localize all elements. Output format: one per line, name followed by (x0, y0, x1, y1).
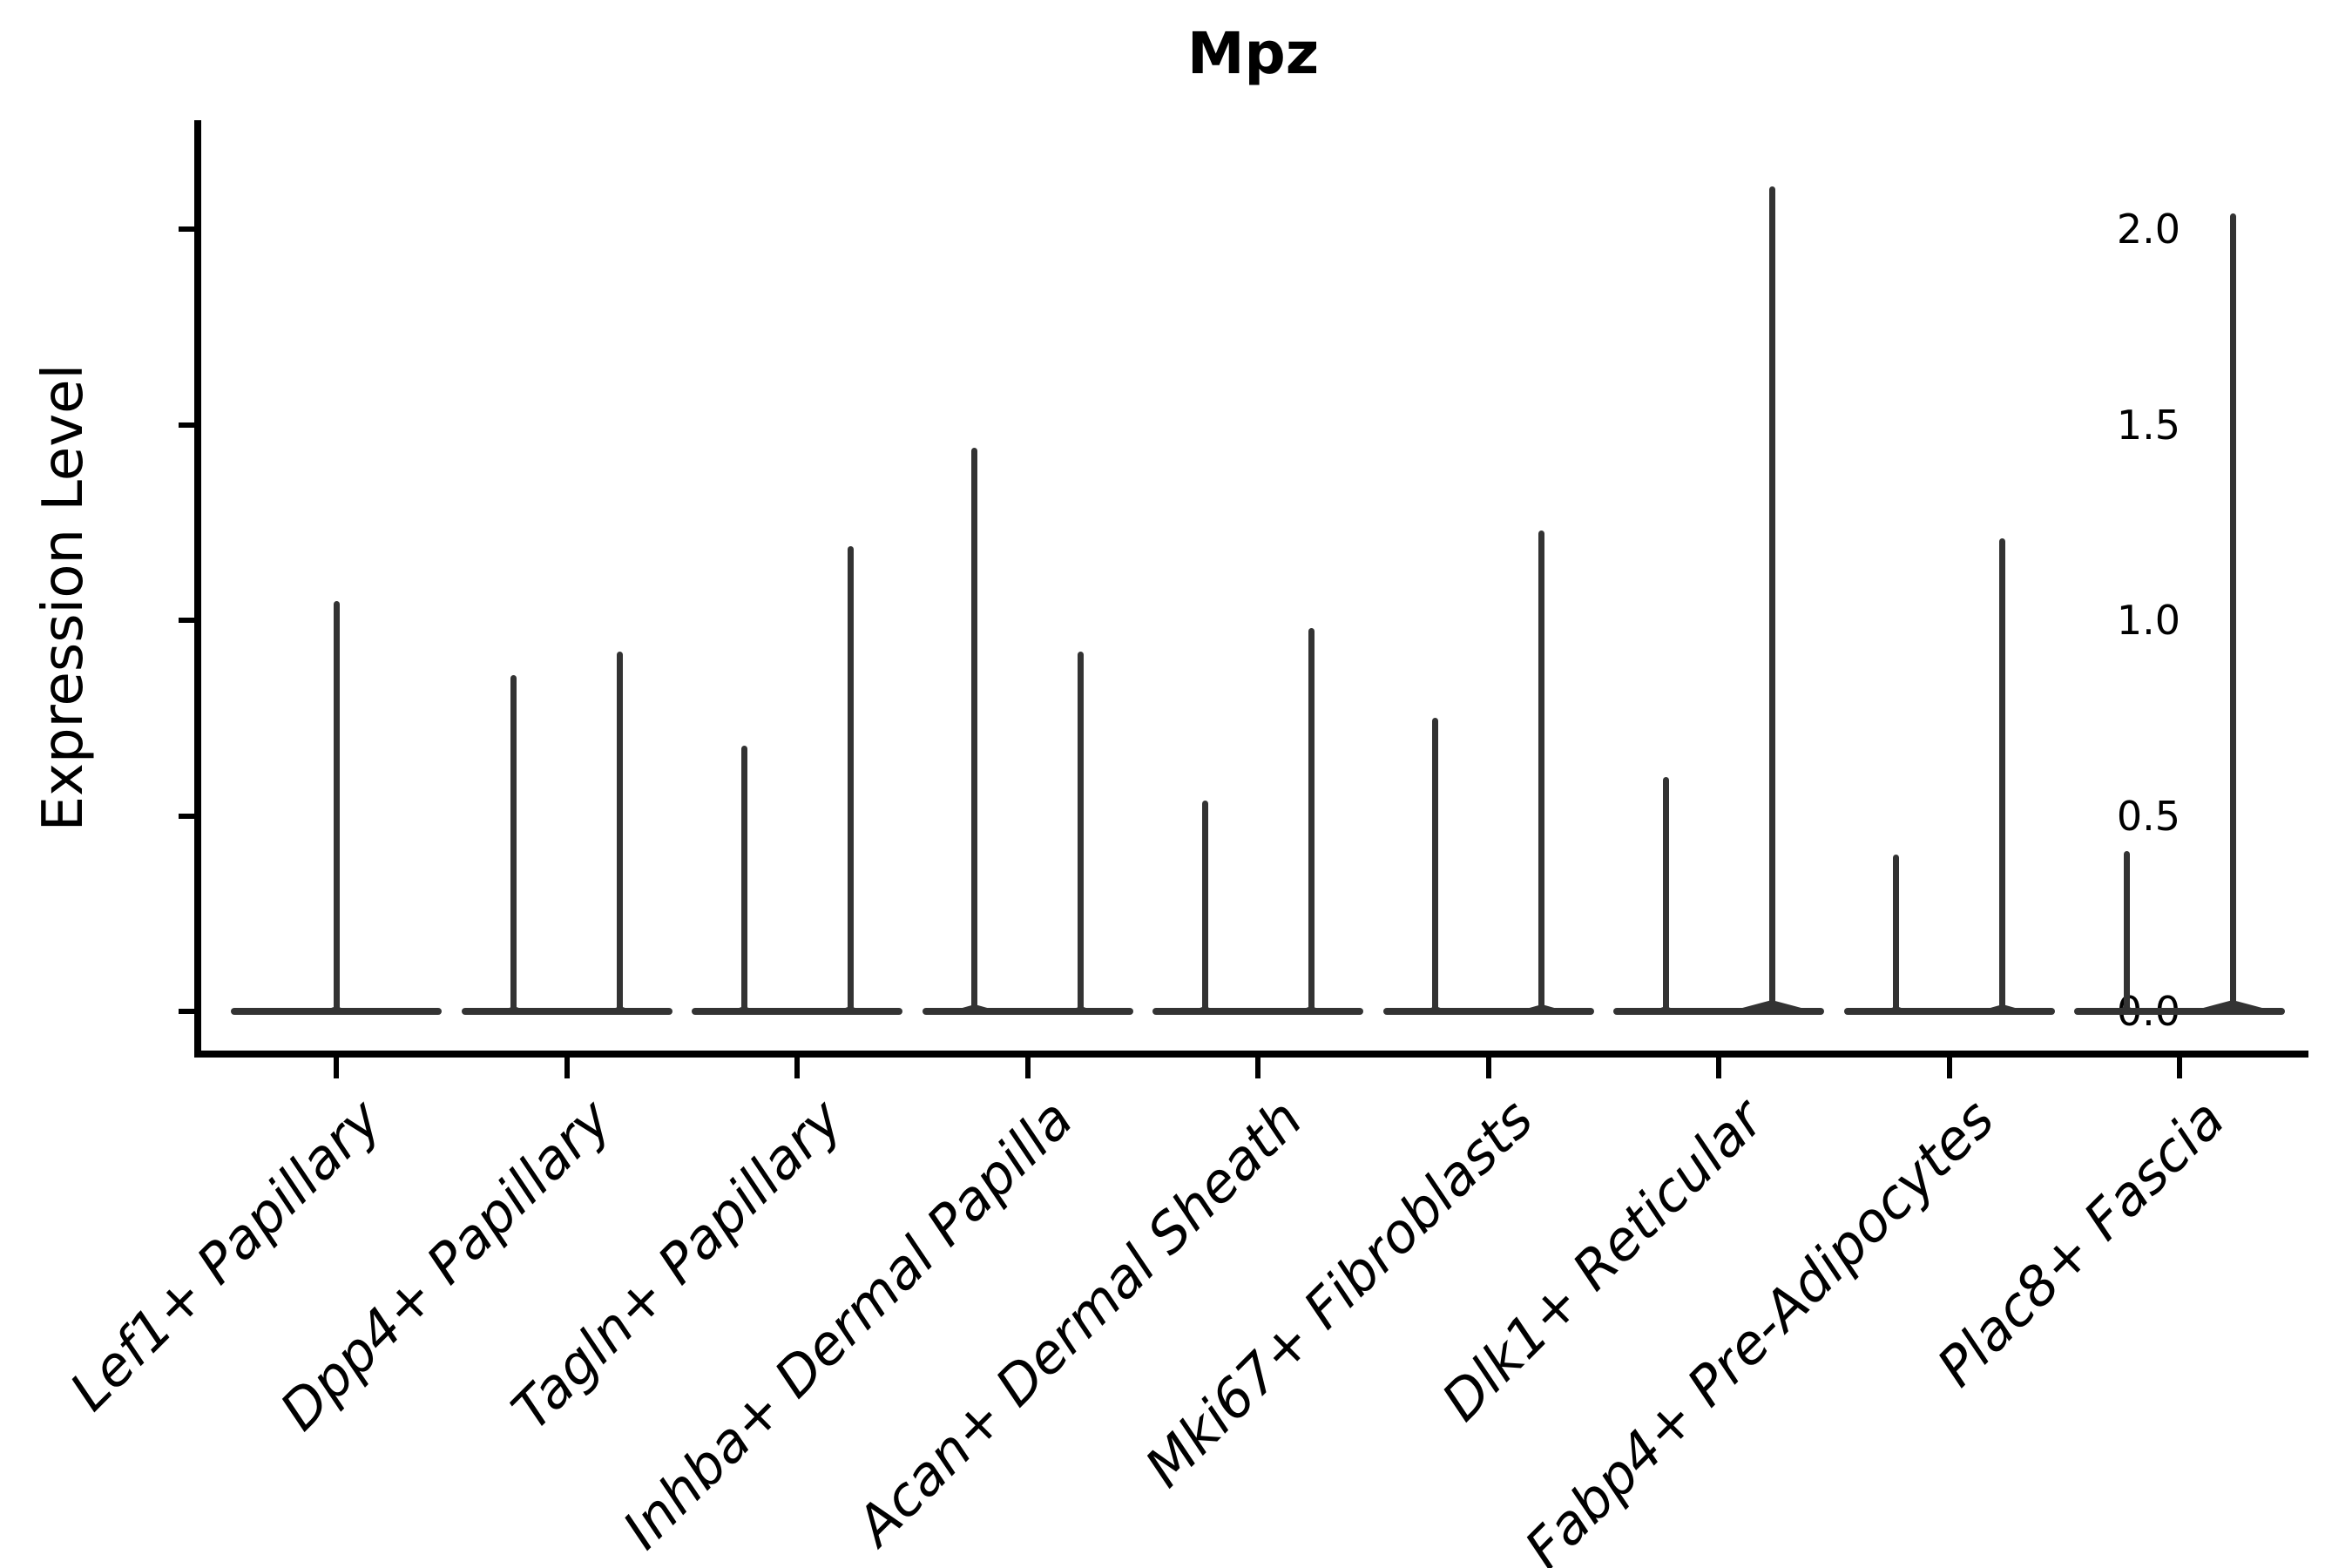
y-tick-label: 1.0 (2116, 597, 2180, 644)
x-tick-mark (1946, 1058, 1952, 1078)
x-tick-mark (2177, 1058, 2182, 1078)
x-tick-mark (1024, 1058, 1031, 1078)
violin-spike (1078, 652, 1084, 1011)
x-tick-label-4: Acan+ Dermal Sheath (844, 1086, 1315, 1558)
violin-baseline (1152, 1008, 1363, 1015)
violin-baseline (1613, 1008, 1824, 1015)
y-tick-mark (179, 422, 196, 428)
x-tick-mark (564, 1058, 570, 1078)
violin-baseline (1382, 1008, 1594, 1015)
violin-baseline (2074, 1008, 2285, 1015)
violin-spike (510, 675, 517, 1011)
x-tick-label-7: Fabp4+ Pre-Adipocytes (1511, 1086, 2006, 1568)
x-tick-label-3: Inhba+ Dermal Papilla (610, 1086, 1085, 1562)
x-tick-mark (1485, 1058, 1491, 1078)
y-tick-mark (179, 226, 196, 232)
violin-spike (1538, 531, 1544, 1011)
x-tick-label-5: Mki67+ Fibroblasts (1132, 1086, 1545, 1500)
violin-spike (1768, 186, 1775, 1011)
violin-spike (2123, 851, 2130, 1011)
violin-baseline (692, 1008, 902, 1015)
y-tick-mark (179, 1009, 196, 1014)
violin-spike (1432, 718, 1438, 1011)
x-axis-spine (194, 1051, 2308, 1058)
violin-spike (1662, 777, 1669, 1011)
violin-spike (333, 601, 340, 1011)
y-tick-label: 1.5 (2116, 401, 2180, 449)
y-tick-mark (179, 618, 196, 623)
violin-baseline (1843, 1008, 2055, 1015)
x-tick-mark (794, 1058, 800, 1078)
violin-spike (1893, 855, 1899, 1011)
y-axis-spine (194, 120, 201, 1058)
violin-spike (2229, 213, 2236, 1011)
violin-spike (1308, 628, 1315, 1011)
x-tick-mark (1255, 1058, 1260, 1078)
violin-spike (847, 546, 854, 1011)
violin-spike (1201, 801, 1208, 1011)
violin-spike (740, 746, 747, 1011)
x-tick-mark (334, 1058, 339, 1078)
x-tick-mark (1716, 1058, 1721, 1078)
violin-baseline (231, 1008, 442, 1015)
y-tick-mark (179, 813, 196, 819)
y-tick-label: 2.0 (2116, 206, 2180, 253)
violin-baseline (461, 1008, 672, 1015)
violin-spike (1999, 538, 2005, 1011)
chart-title: Mpz (1186, 20, 1320, 87)
y-tick-label: 0.5 (2116, 792, 2180, 840)
violin-spike (617, 652, 623, 1011)
violin-baseline (922, 1008, 1133, 1015)
violin-spike (971, 448, 977, 1011)
